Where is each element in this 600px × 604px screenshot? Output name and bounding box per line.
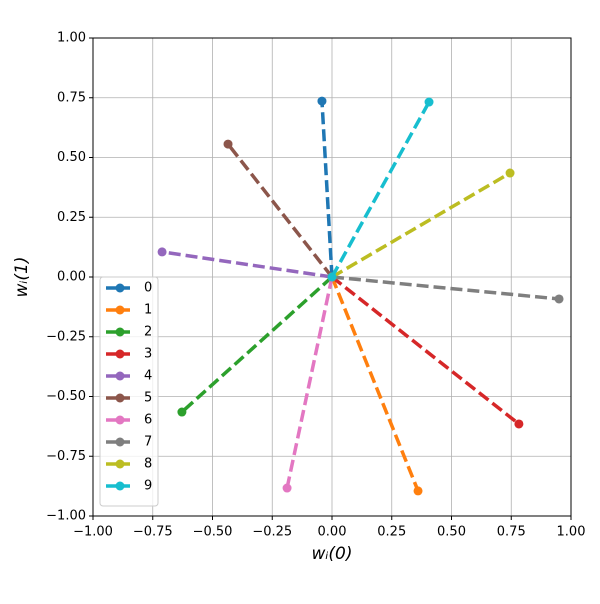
legend-marker — [115, 459, 125, 469]
series-line — [330, 101, 431, 278]
series-line — [331, 275, 560, 301]
x-axis-label: wᵢ(0) — [311, 544, 352, 564]
point — [177, 407, 187, 417]
legend-marker — [115, 393, 125, 403]
series-line — [320, 100, 334, 278]
series-line — [226, 143, 334, 279]
y-tick-label: −0.75 — [46, 449, 86, 464]
x-tick-label: −0.75 — [133, 525, 173, 540]
x-tick-label: 0.75 — [497, 525, 526, 540]
y-tick-label: 0.25 — [57, 210, 86, 225]
point — [223, 139, 233, 149]
point — [424, 97, 434, 107]
y-tick-label: 0.00 — [57, 270, 86, 285]
point — [327, 272, 337, 282]
legend-box — [99, 276, 159, 507]
series-line — [180, 275, 334, 414]
series-line — [330, 275, 520, 426]
x-tick-label: 1.00 — [557, 525, 586, 540]
series-line — [331, 171, 511, 279]
x-tick-label: −0.50 — [193, 525, 233, 540]
series-line — [330, 276, 420, 492]
y-tick-label: −0.50 — [46, 389, 86, 404]
y-tick-label: −0.25 — [46, 329, 86, 344]
point — [282, 483, 292, 493]
legend-label: 9 — [144, 479, 152, 494]
legend-label: 7 — [144, 435, 152, 450]
legend-label: 0 — [144, 281, 152, 296]
legend-marker — [115, 481, 125, 491]
legend-label: 3 — [144, 347, 152, 362]
point — [413, 486, 423, 496]
legend-label: 4 — [144, 369, 152, 384]
y-axis-label: wᵢ(1) — [12, 256, 32, 297]
y-tick-label: 0.75 — [57, 90, 86, 105]
y-tick-label: 1.00 — [57, 31, 86, 46]
legend-label: 8 — [144, 457, 152, 472]
legend-marker — [115, 371, 125, 381]
legend-label: 2 — [144, 325, 152, 340]
point — [157, 247, 167, 257]
point — [554, 294, 564, 304]
legend-label: 1 — [144, 303, 152, 318]
x-tick-label: −1.00 — [73, 525, 113, 540]
x-tick-label: 0.00 — [318, 525, 347, 540]
series-line — [161, 250, 333, 279]
legend-label: 6 — [144, 413, 152, 428]
series-line — [285, 276, 334, 489]
y-tick-label: −1.00 — [46, 509, 86, 524]
legend-marker — [115, 283, 125, 293]
legend-marker — [115, 415, 125, 425]
x-tick-label: 0.25 — [377, 525, 406, 540]
legend-marker — [115, 437, 125, 447]
legend-label: 5 — [144, 391, 152, 406]
legend-marker — [115, 305, 125, 315]
legend-marker — [115, 327, 125, 337]
x-tick-label: 0.50 — [437, 525, 466, 540]
x-tick-label: −0.25 — [252, 525, 292, 540]
point — [317, 96, 327, 106]
legend-marker — [115, 349, 125, 359]
plot-frame — [92, 37, 572, 517]
y-tick-label: 0.50 — [57, 150, 86, 165]
point — [514, 419, 524, 429]
point — [505, 168, 515, 178]
